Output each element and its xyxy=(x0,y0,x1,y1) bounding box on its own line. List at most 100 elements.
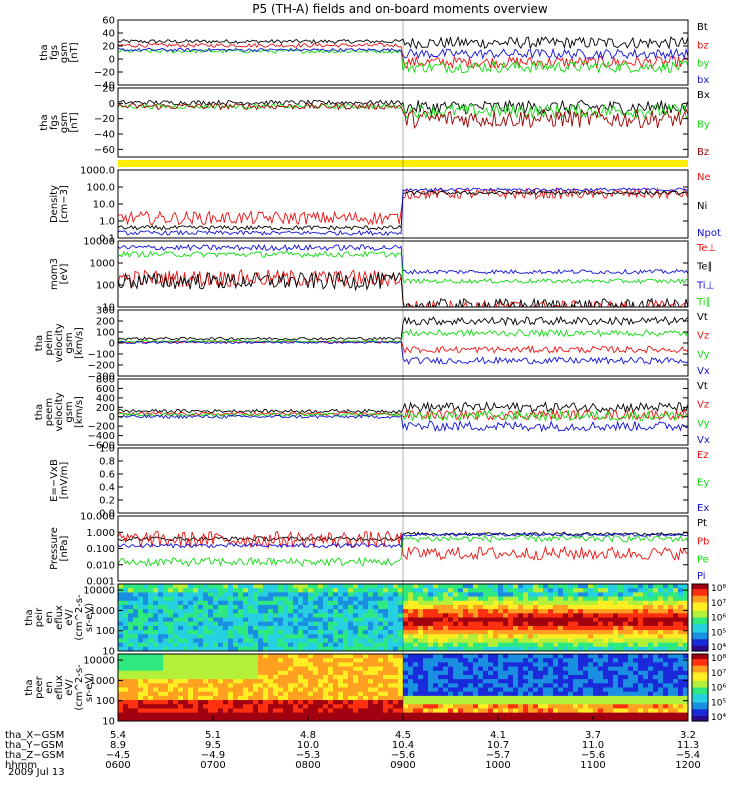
y-axis-label: tha xyxy=(39,44,50,60)
y-axis-label: [nT] xyxy=(69,42,80,62)
y-tick-label: 10 xyxy=(102,303,115,314)
panel-3: Ne Ni Npot 1000.0 100.0 10.0 1.0 0.1 Density [cm−… xyxy=(49,166,721,245)
y-tick-label: 0.0 xyxy=(99,509,115,520)
legend-label: Ez xyxy=(697,450,709,461)
figure-title: P5 (TH-A) fields and on-board moments ov… xyxy=(252,2,548,16)
x-tick-label: 10.0 xyxy=(297,740,319,751)
colorbar-tick-label: 10⁶ xyxy=(711,684,726,694)
y-axis-label: gsm xyxy=(59,42,70,63)
y-axis-label: tha xyxy=(34,335,45,351)
y-axis-label: E=−VxB xyxy=(49,459,60,502)
x-tick-label: 11.0 xyxy=(582,740,604,751)
legend-label: Vt xyxy=(697,381,708,392)
y-tick-label: 60 xyxy=(102,16,115,27)
y-tick-label: 1.0 xyxy=(99,444,115,455)
legend-label: bz xyxy=(697,40,709,51)
y-axis-label: [mV/m] xyxy=(59,462,70,500)
y-tick-label: 0.8 xyxy=(99,457,115,468)
y-tick-label: 10000 xyxy=(83,656,115,667)
y-tick-label: −100 xyxy=(88,350,115,361)
colorbar-tick-label: 10⁷ xyxy=(711,669,726,679)
legend-label: Vy xyxy=(697,418,710,429)
y-axis-label: eV/ xyxy=(64,679,75,696)
y-axis-label: tha xyxy=(24,679,35,695)
y-axis-label: [km/s] xyxy=(74,396,85,428)
colorbar: 10⁸ 10⁷ 10⁶ 10⁵ 10⁴ xyxy=(691,583,726,653)
y-tick-label: 800 xyxy=(96,375,115,386)
colorbar: 10⁸ 10⁷ 10⁶ 10⁵ 10⁴ xyxy=(691,653,726,723)
y-tick-label: 100 xyxy=(96,696,115,707)
y-tick-label: 1.000 xyxy=(86,528,115,539)
x-tick-label: 0600 xyxy=(105,760,130,771)
colorbar-tick-label: 10⁸ xyxy=(711,654,726,664)
colorbar-tick-label: 10⁴ xyxy=(711,643,726,653)
legend-label: Ey xyxy=(697,478,709,489)
legend-label: Pt xyxy=(697,518,707,529)
y-tick-label: 0 xyxy=(109,99,115,110)
y-tick-label: −200 xyxy=(88,422,115,433)
x-tick-label: 10.7 xyxy=(487,740,509,751)
y-axis-label: gsm xyxy=(64,332,75,353)
legend-label: Pi xyxy=(697,571,706,582)
legend-label: Npot xyxy=(697,228,721,239)
y-axis-label: velocity xyxy=(54,392,65,431)
x-tick-label: 1100 xyxy=(580,760,605,771)
colorbar-tick-label: 10⁵ xyxy=(711,698,726,708)
y-tick-label: 0.100 xyxy=(86,544,115,555)
y-axis-label: [eV] xyxy=(59,264,70,285)
y-tick-label: 0.1 xyxy=(99,234,115,245)
y-tick-label: 0 xyxy=(109,55,115,66)
x-row-label: tha_Z−GSM xyxy=(5,750,64,761)
panel-10: 10⁸ 10⁷ 10⁶ 10⁵ 10⁴ 10000 1000 100 10 tha peer en ef… xyxy=(24,653,726,728)
y-axis-label: fgs xyxy=(49,45,60,60)
spectrogram xyxy=(118,584,688,651)
x-tick-label: 3.7 xyxy=(585,730,601,741)
x-row-label: tha_Y−GSM xyxy=(5,740,64,751)
y-axis-label: gsm xyxy=(59,112,70,133)
x-tick-label: −5.6 xyxy=(581,750,605,761)
x-tick-label: 0900 xyxy=(390,760,415,771)
y-axis-label: eV/ xyxy=(64,609,75,626)
x-tick-label: 10.4 xyxy=(392,740,414,751)
x-tick-label: 5.1 xyxy=(205,730,221,741)
y-axis-label: sr-eV) xyxy=(84,603,95,632)
y-axis-label: [nPa] xyxy=(59,535,70,561)
colorbar-tick-label: 10⁶ xyxy=(711,614,726,624)
y-axis-label: Pressure xyxy=(49,527,60,570)
y-tick-label: 10000 xyxy=(83,586,115,597)
panel-9: 10⁸ 10⁷ 10⁶ 10⁵ 10⁴ 10000 1000 100 10 tha peir en ef… xyxy=(24,583,726,658)
x-tick-label: −5.7 xyxy=(486,750,510,761)
y-tick-label: 0.2 xyxy=(99,496,115,507)
y-tick-label: 200 xyxy=(96,317,115,328)
panel-1: Bx By Bz 20 0 −20 −40 −60 tha fgs gsm [nT] xyxy=(39,84,710,159)
y-axis-label: fgs xyxy=(49,115,60,130)
legend-label: Bz xyxy=(697,147,709,158)
legend-label: bx xyxy=(697,75,709,86)
y-tick-label: −40 xyxy=(94,130,115,141)
y-axis-label: [nT] xyxy=(69,112,80,132)
y-axis-label: peer xyxy=(34,675,45,699)
y-tick-label: 300 xyxy=(96,306,115,317)
x-row-label: tha_X−GSM xyxy=(5,730,64,741)
y-tick-label: 0.4 xyxy=(99,483,115,494)
y-axis-label: [km/s] xyxy=(74,327,85,359)
y-tick-label: 100 xyxy=(96,281,115,292)
legend-label: Vz xyxy=(697,400,709,411)
y-tick-label: 10.000 xyxy=(80,512,115,523)
panel-8: Pt Pb Pe Pi 10.000 1.000 0.100 0.010 0.001 Pressu… xyxy=(49,512,709,588)
y-tick-label: 100.0 xyxy=(86,183,115,194)
y-tick-label: −600 xyxy=(88,441,115,452)
panel-4: Te⊥ Te∥ Ti⊥ Ti∥ 10000 1000 100 10 mom3 [eV] xyxy=(49,237,716,314)
y-axis-label: velocity xyxy=(54,323,65,362)
y-tick-label: 1000 xyxy=(90,606,115,617)
y-axis-label: (cm^2-s- xyxy=(74,664,85,711)
legend-label: Pe xyxy=(697,555,709,566)
y-tick-label: 20 xyxy=(102,42,115,53)
x-tick-label: 3.2 xyxy=(680,730,696,741)
y-tick-label: −40 xyxy=(94,81,115,92)
y-tick-label: 400 xyxy=(96,393,115,404)
y-tick-label: 1000 xyxy=(90,259,115,270)
